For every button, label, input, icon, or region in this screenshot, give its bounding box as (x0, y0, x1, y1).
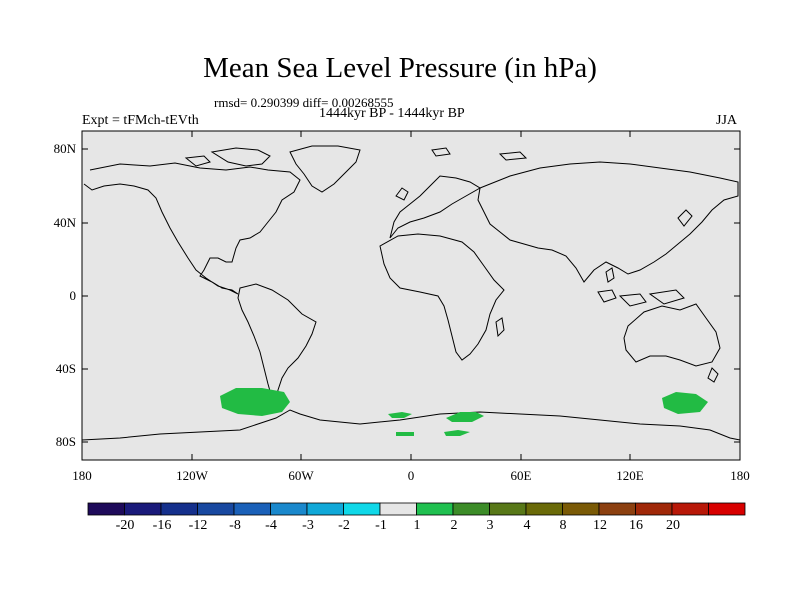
colorbar-box (233, 502, 271, 516)
anomaly-patch-south-of-australia (662, 392, 708, 414)
lat-label-0: 0 (69, 288, 77, 303)
colorbar-box (598, 502, 636, 516)
colorbar (87, 502, 746, 516)
colorbar-label: 20 (666, 518, 680, 533)
coast-north-america (83, 162, 301, 295)
colorbar-box (452, 502, 490, 516)
lat-label-80s: 80S (55, 434, 76, 449)
colorbar-box (635, 502, 673, 516)
rmsd-diff-stats: rmsd= 0.290399 diff= 0.00268555 (214, 95, 394, 110)
colorbar-label: -12 (188, 518, 208, 533)
colorbar-box (416, 502, 454, 516)
lat-label-80n: 80N (53, 141, 76, 156)
experiment-label: Expt = tFMch-tEVth (82, 113, 199, 128)
coast-south-america (237, 283, 317, 404)
map-title: Mean Sea Level Pressure (in hPa) (203, 52, 597, 84)
coast-antarctica (81, 409, 741, 441)
anomaly-patch-southeast-pacific (220, 388, 290, 416)
coast-europe (389, 175, 481, 239)
colorbar-label: -1 (375, 518, 387, 533)
lon-label-120w: 120W (176, 468, 208, 483)
lon-label-180-left: 180 (72, 468, 92, 483)
anomaly-patch-weddell (396, 432, 414, 436)
colorbar-box (489, 502, 527, 516)
colorbar-box (379, 502, 417, 516)
colorbar-label: 2 (450, 518, 458, 533)
colorbar-label: -20 (115, 518, 135, 533)
coast-asia (477, 161, 739, 283)
period-label: 1444kyr BP - 1444kyr BP (319, 106, 465, 121)
colorbar-box (343, 502, 381, 516)
colorbar-box (270, 502, 308, 516)
colorbar-box (124, 502, 162, 516)
coast-greenland (289, 145, 361, 193)
lon-label-120e: 120E (616, 468, 644, 483)
season-label: JJA (716, 113, 738, 128)
colorbar-box (87, 502, 125, 516)
colorbar-box (306, 502, 344, 516)
colorbar-label: -3 (302, 518, 314, 533)
coastlines (81, 145, 741, 441)
colorbar-label: -8 (229, 518, 241, 533)
colorbar-label: -2 (338, 518, 350, 533)
anomaly-patches (220, 388, 708, 436)
coast-arctic-islands (184, 147, 528, 167)
coast-africa (379, 233, 505, 361)
colorbar-label: 1 (413, 518, 421, 533)
colorbar-box (671, 502, 709, 516)
lat-label-40s: 40S (55, 361, 76, 376)
map-plot-area (81, 130, 741, 461)
lon-label-0: 0 (407, 468, 415, 483)
lon-label-60w: 60W (288, 468, 314, 483)
colorbar-label: 4 (523, 518, 531, 533)
colorbar-box (562, 502, 600, 516)
colorbar-label: 3 (486, 518, 494, 533)
colorbar-label: 16 (629, 518, 643, 533)
coast-madagascar (495, 317, 505, 338)
colorbar-box (708, 502, 746, 516)
anomaly-patch-south-atlantic (388, 412, 412, 418)
colorbar-box (197, 502, 235, 516)
colorbar-box (525, 502, 563, 516)
colorbar-label: 8 (559, 518, 567, 533)
anomaly-patch-antarctic-coast (444, 430, 470, 436)
coast-new-zealand (707, 367, 719, 383)
coast-japan (597, 209, 693, 307)
colorbar-label: -4 (265, 518, 277, 533)
lon-label-60e: 60E (510, 468, 532, 483)
colorbar-label: -16 (152, 518, 172, 533)
lon-label-180-right: 180 (730, 468, 750, 483)
lat-label-40n: 40N (53, 215, 76, 230)
coast-australia (623, 303, 721, 367)
colorbar-label: 12 (593, 518, 607, 533)
anomaly-patch-south-indian (446, 412, 484, 422)
colorbar-box (160, 502, 198, 516)
axis-ticks (81, 131, 741, 460)
